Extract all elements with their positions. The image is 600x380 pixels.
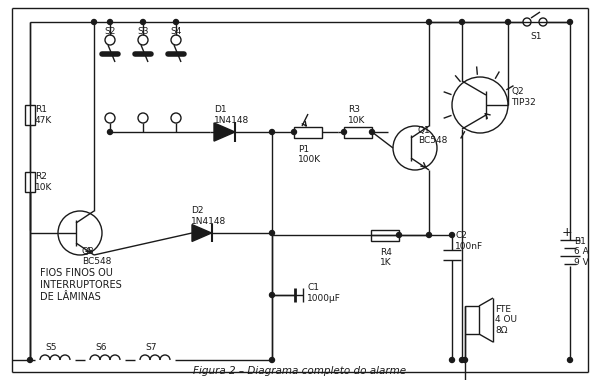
Text: S6: S6 [95,344,107,353]
Text: B1
6 A
9 V: B1 6 A 9 V [574,237,589,267]
Polygon shape [192,225,212,241]
Circle shape [427,233,431,238]
Circle shape [140,19,146,24]
Text: S5: S5 [45,344,57,353]
Text: S3: S3 [137,27,149,36]
Circle shape [463,358,467,363]
Circle shape [173,19,179,24]
Text: S2: S2 [104,27,116,36]
Text: S4: S4 [170,27,182,36]
Circle shape [269,293,275,298]
Text: C1
1000μF: C1 1000μF [307,283,341,303]
FancyArrowPatch shape [421,163,426,167]
Text: S1: S1 [530,32,542,41]
Circle shape [568,358,572,363]
Circle shape [449,358,455,363]
Circle shape [370,130,374,135]
Text: C2
100nF: C2 100nF [455,231,483,251]
FancyArrowPatch shape [86,248,91,252]
Circle shape [107,130,113,135]
Circle shape [269,231,275,236]
Circle shape [397,233,401,238]
Circle shape [427,19,431,24]
Text: Q1
BC548: Q1 BC548 [418,126,448,146]
Text: R2
10K: R2 10K [35,172,52,192]
Text: Q3
BC548: Q3 BC548 [82,247,112,266]
Circle shape [460,19,464,24]
Text: P1
100K: P1 100K [298,145,321,165]
Bar [465,306,479,334]
Circle shape [460,358,464,363]
Bar [371,230,399,241]
Text: D1
1N4148: D1 1N4148 [214,105,249,125]
Circle shape [91,19,97,24]
Circle shape [269,130,275,135]
Text: FTE
4 OU
8Ω: FTE 4 OU 8Ω [495,305,517,335]
FancyArrowPatch shape [302,122,306,126]
Text: R3
10K: R3 10K [348,105,365,125]
Text: Figura 2 – Diagrama completo do alarme: Figura 2 – Diagrama completo do alarme [193,366,407,376]
Circle shape [505,19,511,24]
Bar [294,127,322,138]
Circle shape [341,130,347,135]
Text: S7: S7 [145,344,157,353]
Bar [344,127,372,138]
Circle shape [568,19,572,24]
Text: R4
1K: R4 1K [380,248,392,268]
Circle shape [292,130,296,135]
Polygon shape [214,123,235,141]
Text: D2
1N4148: D2 1N4148 [191,206,226,226]
Text: FIOS FINOS OU
INTERRUPTORES
DE LÂMINAS: FIOS FINOS OU INTERRUPTORES DE LÂMINAS [40,268,122,302]
Text: R1
47K: R1 47K [35,105,52,125]
Circle shape [107,19,113,24]
Circle shape [28,358,32,363]
Circle shape [269,358,275,363]
FancyArrowPatch shape [485,114,490,118]
Bar [25,105,35,125]
Text: Q2
TIP32: Q2 TIP32 [511,87,536,107]
Circle shape [449,233,455,238]
Bar [25,172,35,192]
Text: +: + [562,225,572,239]
